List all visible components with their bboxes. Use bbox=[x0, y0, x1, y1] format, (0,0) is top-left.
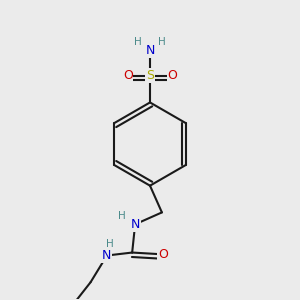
Text: S: S bbox=[146, 69, 154, 82]
Text: H: H bbox=[106, 239, 114, 249]
Text: N: N bbox=[145, 44, 155, 57]
Text: H: H bbox=[118, 211, 126, 221]
Text: H: H bbox=[158, 37, 166, 46]
Text: H: H bbox=[134, 37, 142, 46]
Text: O: O bbox=[158, 248, 168, 260]
Text: O: O bbox=[167, 69, 177, 82]
Text: N: N bbox=[130, 218, 140, 231]
Text: O: O bbox=[123, 69, 133, 82]
Text: N: N bbox=[102, 249, 112, 262]
